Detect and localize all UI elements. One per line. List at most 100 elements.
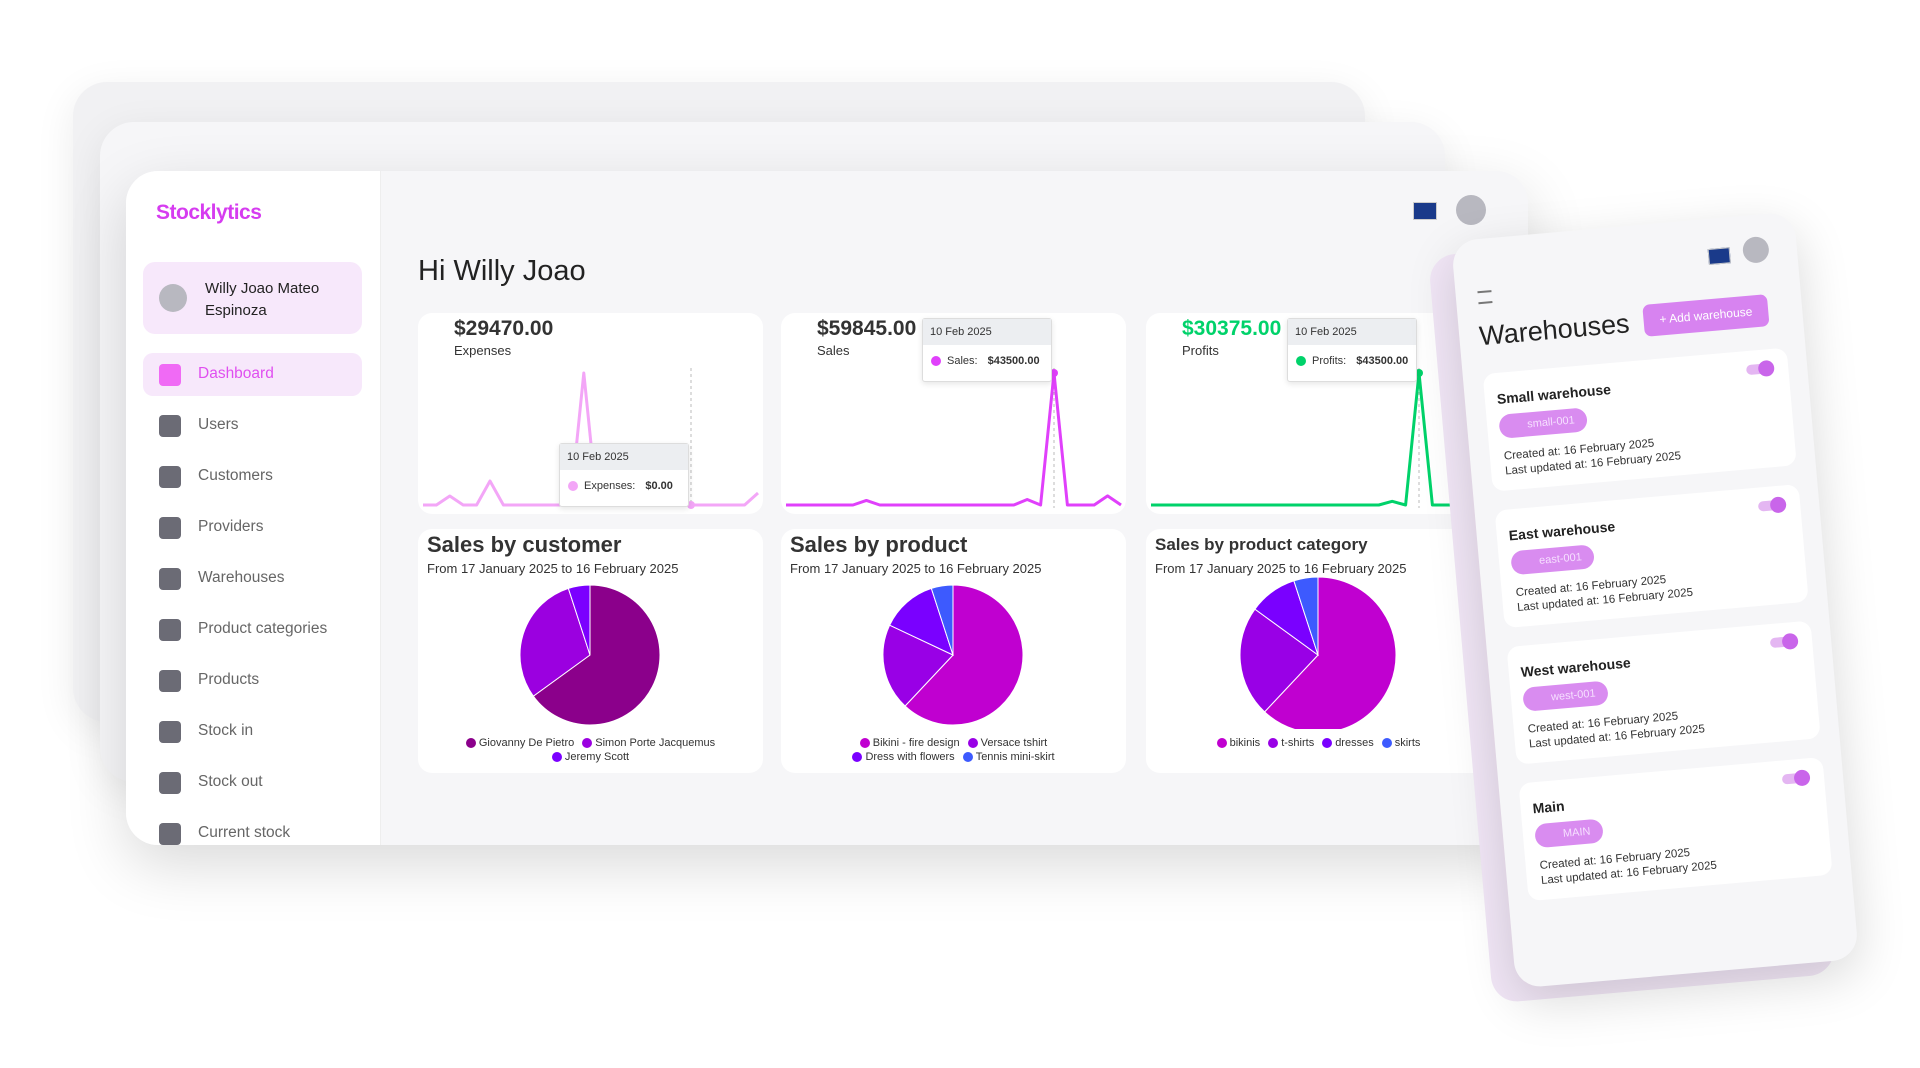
warehouse-name: West warehouse [1520, 654, 1632, 680]
nav-item[interactable]: Current stock [143, 812, 362, 845]
nav-icon [159, 772, 181, 794]
tooltip: 10 Feb 2025 Sales: $43500.00 [922, 318, 1052, 382]
warehouse-code: small-001 [1498, 407, 1588, 439]
main-window: Stocklytics Willy Joao Mateo Espinoza Da… [126, 171, 1528, 845]
nav-icon [159, 568, 181, 590]
pie-slice [1263, 576, 1397, 729]
nav-item[interactable]: Dashboard [143, 353, 362, 396]
tooltip-label: Profits: [1312, 355, 1347, 367]
nav-label: Current stock [198, 824, 291, 841]
legend-swatch [582, 738, 593, 748]
pie-chart [519, 584, 661, 726]
tooltip-dot [1296, 356, 1306, 366]
nav-icon [159, 670, 181, 692]
legend-swatch [465, 738, 476, 748]
account-avatar[interactable] [1741, 235, 1770, 264]
menu-icon[interactable] [1477, 290, 1493, 305]
nav-item[interactable]: Providers [143, 506, 362, 549]
nav-item[interactable]: Customers [143, 455, 362, 498]
legend-label: Versace tshirt [980, 737, 1048, 749]
legend-label: Giovanny De Pietro [478, 737, 575, 749]
warehouse-code: east-001 [1510, 544, 1595, 576]
nav-item[interactable]: Warehouses [143, 557, 362, 600]
legend-entry: skirts [1381, 737, 1421, 749]
legend-label: Simon Porte Jacquemus [595, 737, 716, 749]
language-flag[interactable] [1413, 202, 1437, 220]
pie-slice [882, 624, 954, 707]
pie-slice [519, 587, 591, 697]
legend-entry: Tennis mini-skirt [962, 751, 1055, 763]
toggle[interactable] [1769, 635, 1797, 649]
nav-item[interactable]: Stock out [143, 761, 362, 804]
pie-slice [1239, 608, 1319, 713]
metric-amount: $59845.00 [817, 317, 917, 340]
nav-icon [159, 823, 181, 845]
legend-entry: Jeremy Scott [551, 751, 629, 763]
nav-item[interactable]: Product categories [143, 608, 362, 651]
tooltip-date: 10 Feb 2025 [560, 444, 688, 470]
nav-item[interactable]: Products [143, 659, 362, 702]
pie-title: Sales by product category [1155, 535, 1368, 554]
nav-item[interactable]: Stock in [143, 710, 362, 753]
add-button[interactable]: + Add warehouse [1642, 294, 1770, 337]
tooltip-value: $43500.00 [1356, 355, 1409, 367]
legend-label: t-shirts [1281, 737, 1315, 749]
hover-point [687, 501, 695, 509]
metric-card: $29470.00 Expenses 10 Feb 2025 Expenses: $0.… [418, 313, 763, 514]
legend-entry: Dress with flowers [852, 751, 955, 763]
pie-slice [930, 584, 954, 656]
logo[interactable]: Stocklytics [156, 201, 262, 224]
legend-swatch [962, 752, 973, 762]
pie-subtitle: From 17 January 2025 to 16 February 2025 [790, 561, 1042, 576]
pie-title: Sales by product [790, 532, 968, 557]
page-title: Warehouses [1478, 308, 1631, 352]
pie-chart [882, 584, 1024, 726]
toggle[interactable] [1781, 772, 1809, 785]
legend-entry: dresses [1322, 737, 1374, 749]
language-flag[interactable] [1707, 247, 1731, 266]
sidebar: Stocklytics Willy Joao Mateo Espinoza Da… [126, 171, 381, 845]
legend-swatch [1381, 738, 1392, 748]
legend-label: Tennis mini-skirt [975, 751, 1055, 763]
warehouse-name: East warehouse [1508, 518, 1616, 544]
toggle[interactable] [1757, 499, 1785, 512]
sparkline [786, 371, 1122, 507]
metric-label: Sales [817, 343, 850, 358]
legend-swatch [1216, 738, 1227, 748]
nav-label: Dashboard [198, 365, 274, 382]
warehouse-card[interactable]: Small warehouse small-001 Created at: 16 F… [1482, 347, 1797, 492]
warehouse-card[interactable]: East warehouse east-001 Created at: 16 Feb… [1494, 484, 1809, 629]
legend-entry: Bikini - fire design [859, 737, 960, 749]
legend-swatch [1268, 738, 1279, 748]
tooltip-date: 10 Feb 2025 [1288, 319, 1416, 345]
sparkline [423, 371, 760, 507]
tooltip-body: Profits: $43500.00 [1288, 345, 1416, 367]
pie-slice [1293, 576, 1319, 656]
pie-subtitle: From 17 January 2025 to 16 February 2025 [427, 561, 679, 576]
pie-title: Sales by customer [427, 532, 622, 557]
nav-label: Providers [198, 518, 264, 535]
legend-swatch [1322, 738, 1333, 748]
legend-swatch [859, 738, 870, 748]
legend-entry: bikinis [1216, 737, 1260, 749]
user-card[interactable]: Willy Joao Mateo Espinoza [143, 262, 362, 334]
nav-item[interactable]: Users [143, 404, 362, 447]
nav-label: Users [198, 416, 239, 433]
tooltip-date: 10 Feb 2025 [923, 319, 1051, 345]
nav-icon [159, 619, 181, 641]
legend-entry: t-shirts [1268, 737, 1314, 749]
warehouse-name: Small warehouse [1496, 381, 1612, 407]
tooltip: 10 Feb 2025 Expenses: $0.00 [559, 443, 689, 507]
legend-label: Bikini - fire design [872, 737, 960, 749]
legend-entry: Simon Porte Jacquemus [582, 737, 715, 749]
account-avatar[interactable] [1456, 195, 1486, 225]
legend-label: skirts [1394, 737, 1421, 749]
sparkline-chart [423, 368, 760, 509]
warehouse-card[interactable]: Main MAIN Created at: 16 February 2025 Last… [1518, 757, 1833, 902]
warehouse-card[interactable]: West warehouse west-001 Created at: 16 Feb… [1506, 620, 1821, 765]
toggle[interactable] [1745, 362, 1773, 376]
pie-subtitle: From 17 January 2025 to 16 February 2025 [1155, 561, 1407, 576]
sparkline-chart [1151, 368, 1486, 508]
mobile-screen: Warehouses + Add warehouse Small warehou… [1450, 211, 1860, 989]
